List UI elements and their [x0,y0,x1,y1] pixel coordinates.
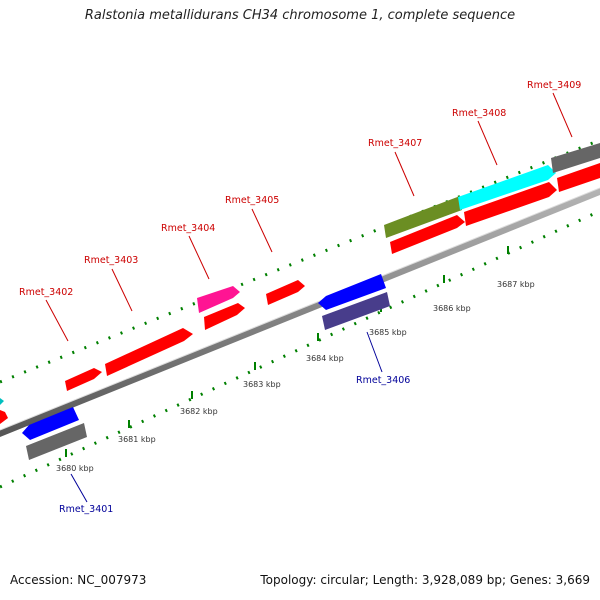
tick-label: 3687 kbp [497,280,535,289]
callout-rmet-3402 [45,299,69,342]
callout-rmet-3405 [251,208,273,253]
callout-rmet-3409 [552,92,573,138]
callout-rmet-3403 [111,268,133,312]
gene-label-rmet-3406[interactable]: Rmet_3406 [356,375,410,386]
gene-rmet-3403-arrow[interactable] [105,328,193,376]
gene-rmet-3401-arrow[interactable] [22,407,79,440]
chromosome-backbone-edge [0,187,600,431]
gene-label-rmet-3409[interactable]: Rmet_3409 [527,80,581,91]
gene-label-rmet-3405[interactable]: Rmet_3405 [225,195,279,206]
gene-rmet-3407-arrow[interactable] [390,215,465,254]
map-title: Ralstonia metallidurans CH34 chromosome … [84,8,516,23]
gene-rmet-3402-arrow[interactable] [65,368,102,391]
gene-rmet-3405-arrow[interactable] [266,280,305,305]
callout-rmet-3404 [188,235,210,280]
tick-label: 3686 kbp [433,304,471,313]
gene-rmet-3406-slate-block[interactable] [322,292,390,330]
gene-label-rmet-3404[interactable]: Rmet_3404 [161,223,215,234]
gene-rmet-3409-gray-block[interactable] [551,143,600,173]
gene-label-rmet-3407[interactable]: Rmet_3407 [368,138,422,149]
callout-rmet-3407 [394,151,415,197]
tick-label: 3684 kbp [306,354,344,363]
gene-rmet-3408-cyan-arrow[interactable] [458,165,556,210]
gene-rmet-3404-pink-arrow[interactable] [197,286,240,313]
chromosome-backbone [0,188,600,437]
sequence-summary-text: Topology: circular; Length: 3,928,089 bp… [260,573,590,587]
tick-label: 3680 kbp [56,464,94,473]
gene-rmet-3404-arrow[interactable] [204,303,245,330]
gene-label-rmet-3402[interactable]: Rmet_3402 [19,287,73,298]
tick-label: 3681 kbp [118,435,156,444]
tick-label: 3682 kbp [180,407,218,416]
tick-label: 3685 kbp [369,328,407,337]
gene-label-rmet-3401[interactable]: Rmet_3401 [59,504,113,515]
gene-label-rmet-3408[interactable]: Rmet_3408 [452,108,506,119]
major-ticks [65,246,509,457]
gene-rmet-3406-arrow[interactable] [318,274,386,310]
tick-label: 3683 kbp [243,380,281,389]
gene-left-edge-cyan[interactable] [0,398,4,405]
gene-rmet-3407-olive-block[interactable] [384,196,462,238]
gene-rmet-3401-gray-block[interactable] [26,423,87,460]
gene-rmet-3408-arrow[interactable] [464,182,557,226]
accession-text: Accession: NC_007973 [10,573,147,587]
callout-rmet-3401 [70,473,88,503]
gene-rmet-3409-arrow[interactable] [557,163,600,192]
callout-rmet-3408 [477,120,498,166]
callout-rmet-3406 [366,331,383,373]
gene-label-rmet-3403[interactable]: Rmet_3403 [84,255,138,266]
gene-left-edge-arrow[interactable] [0,410,8,424]
reverse-strand-tick-row [0,209,600,489]
